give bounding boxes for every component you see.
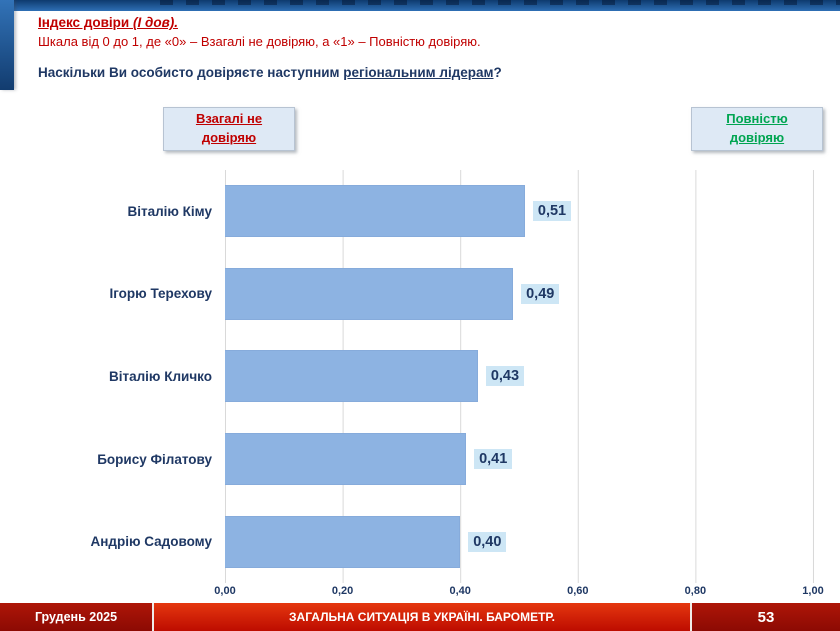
page-title: Індекс довіри (І дов). — [38, 15, 502, 30]
category-label: Віталію Кличко — [108, 368, 212, 384]
bar — [225, 185, 525, 238]
bar — [225, 515, 461, 568]
category-label: Віталію Кіму — [127, 203, 212, 219]
bar — [225, 350, 478, 403]
scale-label-not-trust-text: Взагалі не довіряю — [195, 111, 263, 145]
x-tick-label: 1,00 — [802, 585, 824, 597]
scale-label-full-trust: Повністю довіряю — [691, 107, 823, 151]
category-label: Борису Філатову — [97, 451, 212, 467]
left-decorative-bar — [0, 0, 14, 90]
bar-row: 0,51 — [225, 170, 813, 253]
value-label: 0,43 — [485, 366, 525, 387]
value-label: 0,51 — [532, 201, 572, 222]
bar — [225, 267, 514, 320]
scale-description: Шкала від 0 до 1, де «0» – Взагалі не до… — [38, 34, 481, 49]
scale-label-full-trust-text: Повністю довіряю — [726, 111, 788, 145]
plot-area: 0,51 0,49 0,43 0,41 0,40 — [225, 170, 814, 583]
bar-row: 0,49 — [225, 253, 813, 336]
title-italic-text: (І дов). — [132, 15, 178, 30]
trust-bar-chart: Віталію Кіму Ігорю Терехову Віталію Кличко… — [20, 170, 814, 583]
x-tick-label: 0,00 — [214, 585, 236, 597]
category-label: Ігорю Терехову — [109, 286, 212, 302]
bar — [225, 433, 467, 486]
x-tick-label: 0,20 — [331, 585, 354, 597]
title-text: Індекс довіри — [38, 15, 133, 30]
bar-row: 0,41 — [225, 418, 813, 501]
survey-question: Наскільки Ви особисто довіряєте наступни… — [38, 65, 502, 80]
question-suffix: ? — [493, 65, 502, 80]
scale-label-not-trust: Взагалі не довіряю — [163, 107, 295, 151]
footer: Грудень 2025 ЗАГАЛЬНА СИТУАЦІЯ В УКРАЇНІ… — [0, 603, 840, 631]
footer-date: Грудень 2025 — [0, 603, 152, 631]
page-number: 53 — [692, 603, 840, 631]
value-label: 0,49 — [521, 283, 560, 304]
value-label: 0,40 — [468, 531, 507, 552]
value-label: 0,41 — [474, 449, 513, 470]
category-labels: Віталію Кіму Ігорю Терехову Віталію Кличко… — [20, 170, 225, 583]
x-tick-label: 0,80 — [684, 585, 707, 597]
bar-row: 0,43 — [225, 335, 813, 418]
category-label: Андрію Садовому — [90, 534, 213, 550]
bar-row: 0,40 — [225, 500, 813, 583]
question-underlined: регіональним лідерам — [343, 65, 494, 80]
x-axis: 0,00 0,20 0,40 0,60 0,80 1,00 — [214, 585, 823, 600]
top-decorative-band — [0, 0, 840, 11]
x-tick-label: 0,60 — [567, 585, 589, 597]
footer-title: ЗАГАЛЬНА СИТУАЦІЯ В УКРАЇНІ. БАРОМЕТР. — [152, 603, 692, 631]
x-tick-label: 0,40 — [449, 585, 471, 597]
title-block: Індекс довіри (І дов). Шкала від 0 до 1,… — [38, 15, 502, 80]
question-prefix: Наскільки Ви особисто довіряєте наступни… — [38, 65, 344, 80]
